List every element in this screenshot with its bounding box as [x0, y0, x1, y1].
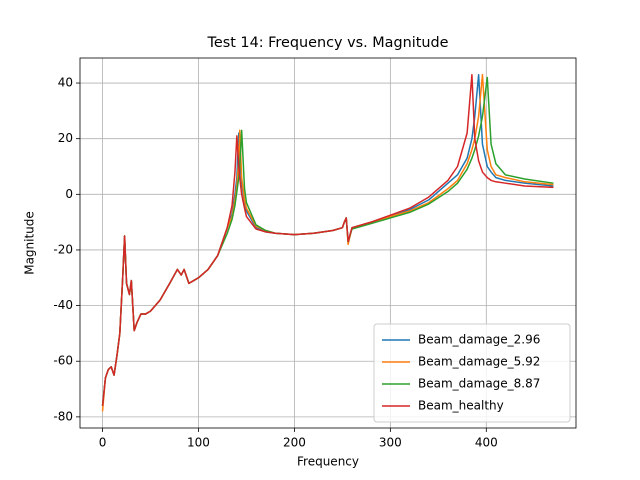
legend-label: Beam_healthy [418, 399, 504, 413]
y-tick-label: -40 [53, 298, 73, 312]
legend-label: Beam_damage_5.92 [418, 355, 540, 369]
x-tick-label: 200 [283, 436, 306, 450]
x-tick-label: 400 [475, 436, 498, 450]
y-tick-label: -60 [53, 354, 73, 368]
series-line [101, 73, 554, 406]
y-tick-label: -80 [53, 409, 73, 423]
legend-label: Beam_damage_2.96 [418, 333, 540, 347]
x-tick-label: 300 [379, 436, 402, 450]
chart-title: Test 14: Frequency vs. Magnitude [207, 35, 449, 51]
legend-frame [373, 323, 571, 423]
y-tick-label: 40 [58, 76, 73, 90]
x-tick-label: 100 [187, 436, 210, 450]
legend: Beam_damage_2.96 Beam_damage_5.92 Beam_dam… [373, 323, 571, 423]
x-tick-label: 0 [99, 436, 107, 450]
x-axis-label: Frequency [297, 455, 359, 469]
legend-label: Beam_damage_8.87 [418, 377, 540, 391]
y-tick-label: -20 [53, 242, 73, 256]
y-tick-label: 20 [58, 131, 73, 145]
y-tick-label: 0 [65, 187, 73, 201]
plot-frame [79, 57, 577, 429]
y-axis-label: Magnitude [23, 211, 37, 275]
